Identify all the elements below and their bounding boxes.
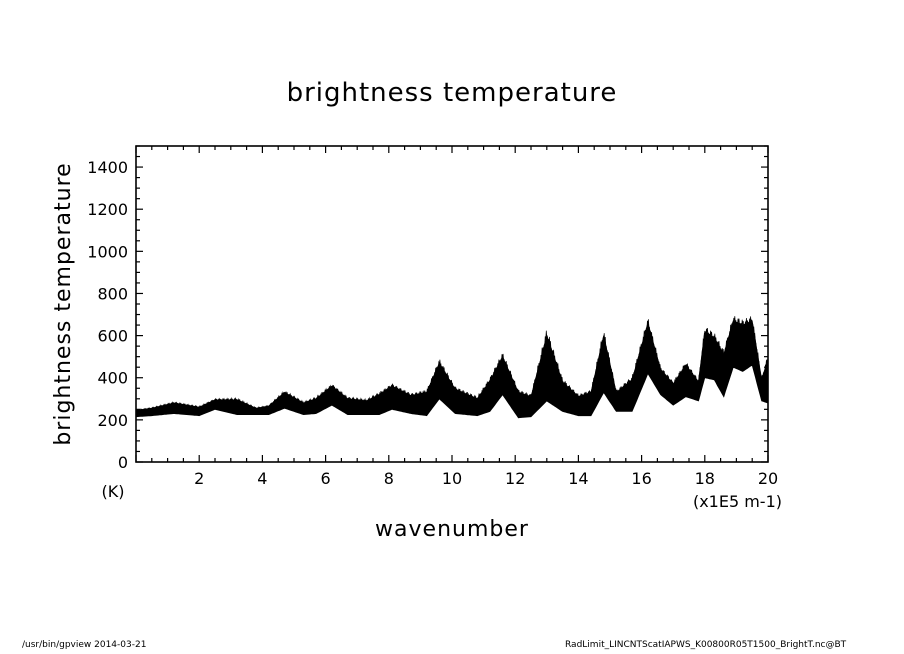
y-tick-label: 1400 [87, 158, 128, 177]
x-tick-label: 14 [568, 469, 588, 488]
x-tick-label: 6 [321, 469, 331, 488]
y-tick-label: 200 [97, 411, 128, 430]
series-band [135, 320, 769, 419]
series-layer [135, 316, 769, 419]
footer-left-text: /usr/bin/gpview 2014-03-21 [22, 640, 147, 650]
x-tick-label: 10 [442, 469, 462, 488]
x-unit-label: (x1E5 m-1) [693, 492, 782, 511]
y-tick-label: 0 [118, 453, 128, 472]
y-tick-label: 800 [97, 284, 128, 303]
y-tick-label: 1200 [87, 200, 128, 219]
plot-frame [135, 145, 769, 463]
footer-right-text: RadLimit_LINCNTScatIAPWS_K00800R05T1500_… [565, 640, 847, 650]
x-tick-label: 16 [631, 469, 651, 488]
y-tick-label: 400 [97, 369, 128, 388]
y-tick-label: 1000 [87, 242, 128, 261]
x-tick-label: 8 [384, 469, 394, 488]
ticks-layer: 2 4 6 8 10 12 14 16 18 20020040060080010001200140… [87, 145, 778, 488]
x-tick-label: 20 [758, 469, 778, 488]
x-tick-label: 12 [505, 469, 525, 488]
x-axis-label: wavenumber [375, 517, 529, 542]
x-tick-label: 2 [194, 469, 204, 488]
series-line [135, 316, 769, 411]
chart-title: brightness temperature [287, 78, 618, 108]
x-tick-label: 4 [257, 469, 267, 488]
x-tick-label: 18 [695, 469, 715, 488]
y-axis-label: brightness temperature [51, 162, 76, 445]
y-unit-label: (K) [102, 482, 125, 501]
y-tick-label: 600 [97, 327, 128, 346]
